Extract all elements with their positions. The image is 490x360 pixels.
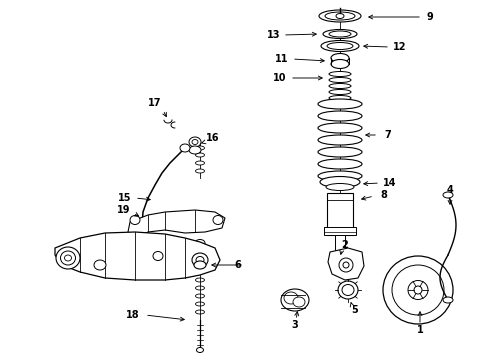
Ellipse shape (195, 239, 205, 247)
Text: 3: 3 (292, 320, 298, 330)
Text: 2: 2 (342, 240, 348, 250)
Ellipse shape (293, 297, 305, 307)
Ellipse shape (318, 159, 362, 169)
Ellipse shape (383, 256, 453, 324)
Ellipse shape (196, 153, 204, 157)
Ellipse shape (329, 95, 351, 100)
Ellipse shape (327, 42, 353, 49)
Ellipse shape (196, 169, 204, 173)
Ellipse shape (196, 256, 204, 264)
Text: 5: 5 (352, 305, 358, 315)
Text: 7: 7 (385, 130, 392, 140)
Ellipse shape (392, 265, 444, 315)
Ellipse shape (336, 13, 344, 18)
Ellipse shape (196, 146, 204, 150)
Text: 19: 19 (117, 205, 131, 215)
Ellipse shape (153, 252, 163, 261)
Ellipse shape (318, 99, 362, 109)
Ellipse shape (326, 184, 354, 190)
Ellipse shape (408, 280, 428, 300)
Ellipse shape (329, 90, 351, 94)
Ellipse shape (338, 281, 358, 299)
Ellipse shape (343, 262, 349, 268)
Text: 4: 4 (446, 185, 453, 195)
Ellipse shape (192, 139, 198, 144)
Text: 8: 8 (381, 190, 388, 200)
Ellipse shape (196, 310, 204, 314)
Ellipse shape (319, 10, 361, 22)
Ellipse shape (342, 284, 354, 296)
Ellipse shape (329, 72, 351, 77)
Ellipse shape (329, 31, 351, 37)
Ellipse shape (320, 176, 360, 188)
Ellipse shape (196, 161, 204, 165)
Ellipse shape (443, 297, 453, 303)
Text: 11: 11 (275, 54, 289, 64)
Ellipse shape (130, 216, 140, 225)
Ellipse shape (196, 286, 204, 290)
Text: 16: 16 (206, 133, 220, 143)
Ellipse shape (194, 261, 206, 269)
Ellipse shape (196, 302, 204, 306)
Text: 6: 6 (235, 260, 242, 270)
Ellipse shape (60, 251, 75, 265)
Polygon shape (128, 210, 225, 238)
Bar (327, 193, 353, 235)
Ellipse shape (443, 192, 453, 198)
Ellipse shape (56, 247, 80, 269)
Ellipse shape (318, 171, 362, 181)
Ellipse shape (318, 147, 362, 157)
Ellipse shape (281, 289, 309, 311)
Ellipse shape (189, 137, 201, 147)
Ellipse shape (196, 278, 204, 282)
Ellipse shape (339, 258, 353, 272)
Ellipse shape (284, 292, 298, 304)
Ellipse shape (94, 260, 106, 270)
Ellipse shape (318, 123, 362, 133)
Ellipse shape (414, 286, 422, 294)
Bar (324, 227, 356, 235)
Ellipse shape (329, 84, 351, 89)
Polygon shape (328, 248, 364, 280)
Text: 12: 12 (393, 42, 407, 52)
Text: 9: 9 (427, 12, 433, 22)
Text: 14: 14 (383, 178, 397, 188)
Ellipse shape (318, 135, 362, 145)
Ellipse shape (331, 54, 349, 63)
Text: 10: 10 (273, 73, 287, 83)
Ellipse shape (323, 30, 357, 39)
Ellipse shape (189, 146, 201, 154)
Bar (335, 235, 345, 265)
Polygon shape (55, 232, 220, 280)
Ellipse shape (331, 59, 349, 68)
Ellipse shape (196, 347, 203, 352)
Ellipse shape (196, 294, 204, 298)
Text: 13: 13 (267, 30, 281, 40)
Ellipse shape (65, 255, 72, 261)
Ellipse shape (180, 144, 190, 152)
Ellipse shape (329, 77, 351, 82)
Text: 17: 17 (148, 98, 162, 108)
Text: 1: 1 (416, 325, 423, 335)
Ellipse shape (318, 111, 362, 121)
Text: 15: 15 (118, 193, 132, 203)
Ellipse shape (325, 12, 355, 20)
Ellipse shape (213, 216, 223, 225)
Ellipse shape (321, 40, 359, 51)
Text: 18: 18 (126, 310, 140, 320)
Ellipse shape (192, 253, 208, 267)
